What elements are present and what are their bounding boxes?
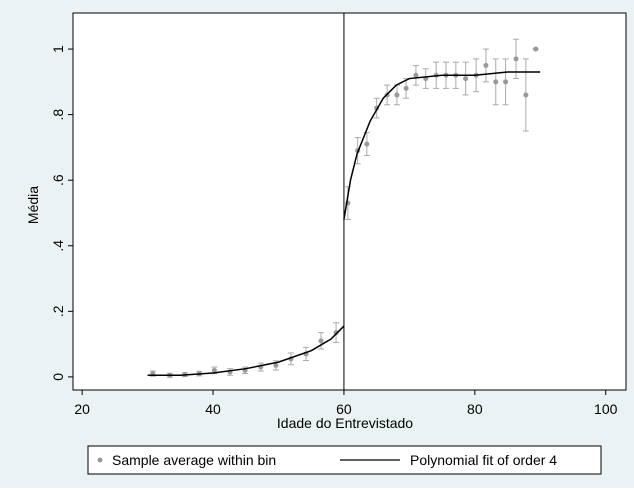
point (211, 367, 217, 373)
point (403, 85, 409, 91)
point (318, 338, 324, 344)
y-tick-label: 1 (50, 45, 66, 53)
y-tick-label: .6 (50, 174, 66, 186)
legend-marker (97, 457, 103, 463)
y-tick-label: .4 (50, 240, 66, 252)
point (463, 76, 469, 82)
point (364, 141, 370, 147)
x-tick-label: 40 (205, 401, 221, 417)
point (273, 362, 279, 368)
point (493, 79, 499, 85)
x-tick-label: 60 (336, 401, 352, 417)
point (413, 72, 419, 78)
point (503, 79, 509, 85)
point (483, 62, 489, 68)
x-tick-label: 20 (74, 401, 90, 417)
y-tick-label: 0 (50, 373, 66, 381)
x-axis-title: Idade do Entrevistado (277, 415, 413, 431)
fit-line (147, 71, 541, 376)
point (513, 56, 519, 62)
point (523, 92, 529, 98)
point (394, 92, 400, 98)
point (333, 330, 339, 336)
x-tick-label: 100 (594, 401, 618, 417)
legend-label: Polynomial fit of order 4 (410, 452, 557, 468)
x-tick-label: 80 (467, 401, 483, 417)
legend-label: Sample average within bin (112, 452, 276, 468)
y-axis-title: Média (25, 186, 41, 224)
y-tick-label: .8 (50, 109, 66, 121)
point (533, 46, 539, 52)
y-tick-label: .2 (50, 305, 66, 317)
